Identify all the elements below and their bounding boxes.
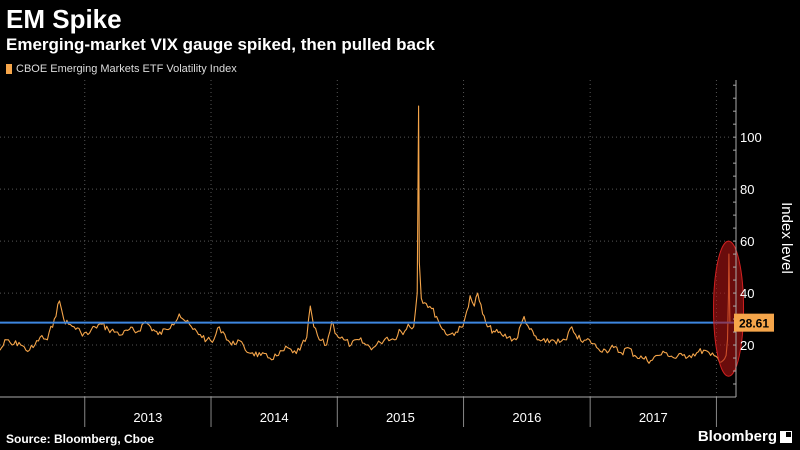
series-layer <box>0 105 731 364</box>
brand-name: Bloomberg <box>697 428 777 445</box>
x-tick-label: 2015 <box>386 410 415 425</box>
x-tick-label: 2014 <box>260 410 289 425</box>
value-callout <box>734 313 774 332</box>
x-tick-label: 2017 <box>639 410 668 425</box>
legend-label: CBOE Emerging Markets ETF Volatility Ind… <box>16 63 237 75</box>
legend-swatch <box>6 64 12 74</box>
chart-title: EM Spike <box>6 4 122 34</box>
y-tick-label: 20 <box>740 338 754 353</box>
chart-subtitle: Emerging-market VIX gauge spiked, then p… <box>6 35 435 54</box>
value-callout-label: 28.61 <box>739 317 769 331</box>
brand-logo: Bloomberg <box>698 428 792 445</box>
y-axis-title: Index level <box>778 202 795 274</box>
source-note: Source: Bloomberg, Cboe <box>6 432 155 446</box>
x-tick-label: 2016 <box>512 410 541 425</box>
callout-layer: 28.61 <box>734 313 774 332</box>
y-tick-label: 80 <box>740 182 754 197</box>
series-line <box>0 105 731 364</box>
y-tick-label: 100 <box>740 130 762 145</box>
y-tick-label: 40 <box>740 286 754 301</box>
x-tick-label: 2013 <box>133 410 162 425</box>
grid <box>0 80 732 397</box>
bloomberg-mark-icon <box>780 430 792 443</box>
legend: CBOE Emerging Markets ETF Volatility Ind… <box>6 63 237 75</box>
highlight-layer <box>713 240 745 377</box>
y-tick-label: 60 <box>740 234 754 249</box>
highlight-ellipse <box>713 240 745 377</box>
axes: 20 40 60 80 100 2013 2014 2015 2016 2017 Index lev… <box>0 80 795 427</box>
